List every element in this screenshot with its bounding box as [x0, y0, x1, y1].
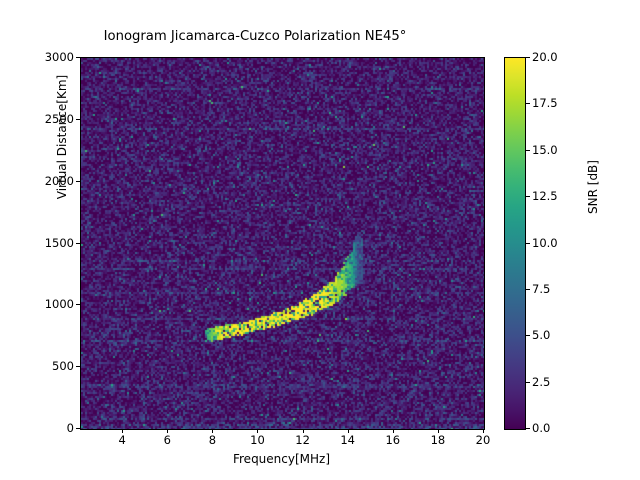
y-axis-label: Virtual Distance[Km]	[55, 74, 69, 200]
y-tick-label: 500	[52, 359, 74, 374]
x-tick-label: 6	[163, 433, 171, 447]
y-tick-mark	[76, 366, 80, 368]
x-axis-label: Frequency[MHz]	[232, 452, 331, 466]
colorbar-tick-mark	[526, 428, 530, 429]
colorbar-gradient	[505, 58, 525, 429]
x-tick-label: 4	[118, 433, 126, 447]
colorbar-tick-label: 15.0	[532, 142, 558, 157]
y-tick-label: 0	[66, 421, 74, 435]
ionogram-plot-area	[80, 57, 485, 430]
colorbar-tick-label: 5.0	[532, 328, 551, 343]
x-tick-label: 20	[475, 433, 491, 447]
x-tick-label: 18	[430, 433, 446, 447]
colorbar-tick-label: 10.0	[532, 235, 558, 250]
colorbar-tick-label: 2.5	[532, 374, 551, 389]
colorbar-tick-mark	[526, 57, 530, 58]
colorbar-tick-label: 0.0	[532, 421, 551, 435]
y-tick-label: 1000	[44, 297, 74, 312]
y-tick-mark	[76, 242, 80, 244]
colorbar-tick-mark	[526, 335, 530, 337]
x-tick-label: 8	[208, 433, 217, 447]
x-tick-label: 14	[340, 433, 355, 447]
colorbar-tick-mark	[526, 149, 530, 151]
colorbar-label: SNR [dB]	[586, 160, 600, 214]
x-tick-label: 10	[250, 433, 265, 447]
y-tick-mark	[76, 180, 80, 182]
x-tick-label: 12	[295, 433, 310, 447]
x-tick-label: 16	[385, 433, 401, 447]
colorbar-tick-label: 12.5	[532, 189, 558, 204]
y-tick-mark	[76, 118, 80, 120]
y-tick-mark	[76, 428, 80, 429]
colorbar-tick-label: 20.0	[532, 50, 558, 64]
title-line-1: Ionogram Jicamarca-Cuzco Polarization NE…	[103, 28, 407, 44]
colorbar-tick-label: 17.5	[532, 96, 558, 111]
ionogram-echo-trace	[81, 58, 484, 429]
colorbar	[504, 57, 526, 430]
colorbar-tick-label: 7.5	[532, 281, 551, 296]
colorbar-tick-mark	[526, 103, 530, 105]
colorbar-tick-mark	[526, 242, 530, 244]
colorbar-tick-mark	[526, 381, 530, 383]
colorbar-tick-mark	[526, 288, 530, 290]
colorbar-tick-mark	[526, 196, 530, 198]
y-tick-mark	[76, 304, 80, 306]
